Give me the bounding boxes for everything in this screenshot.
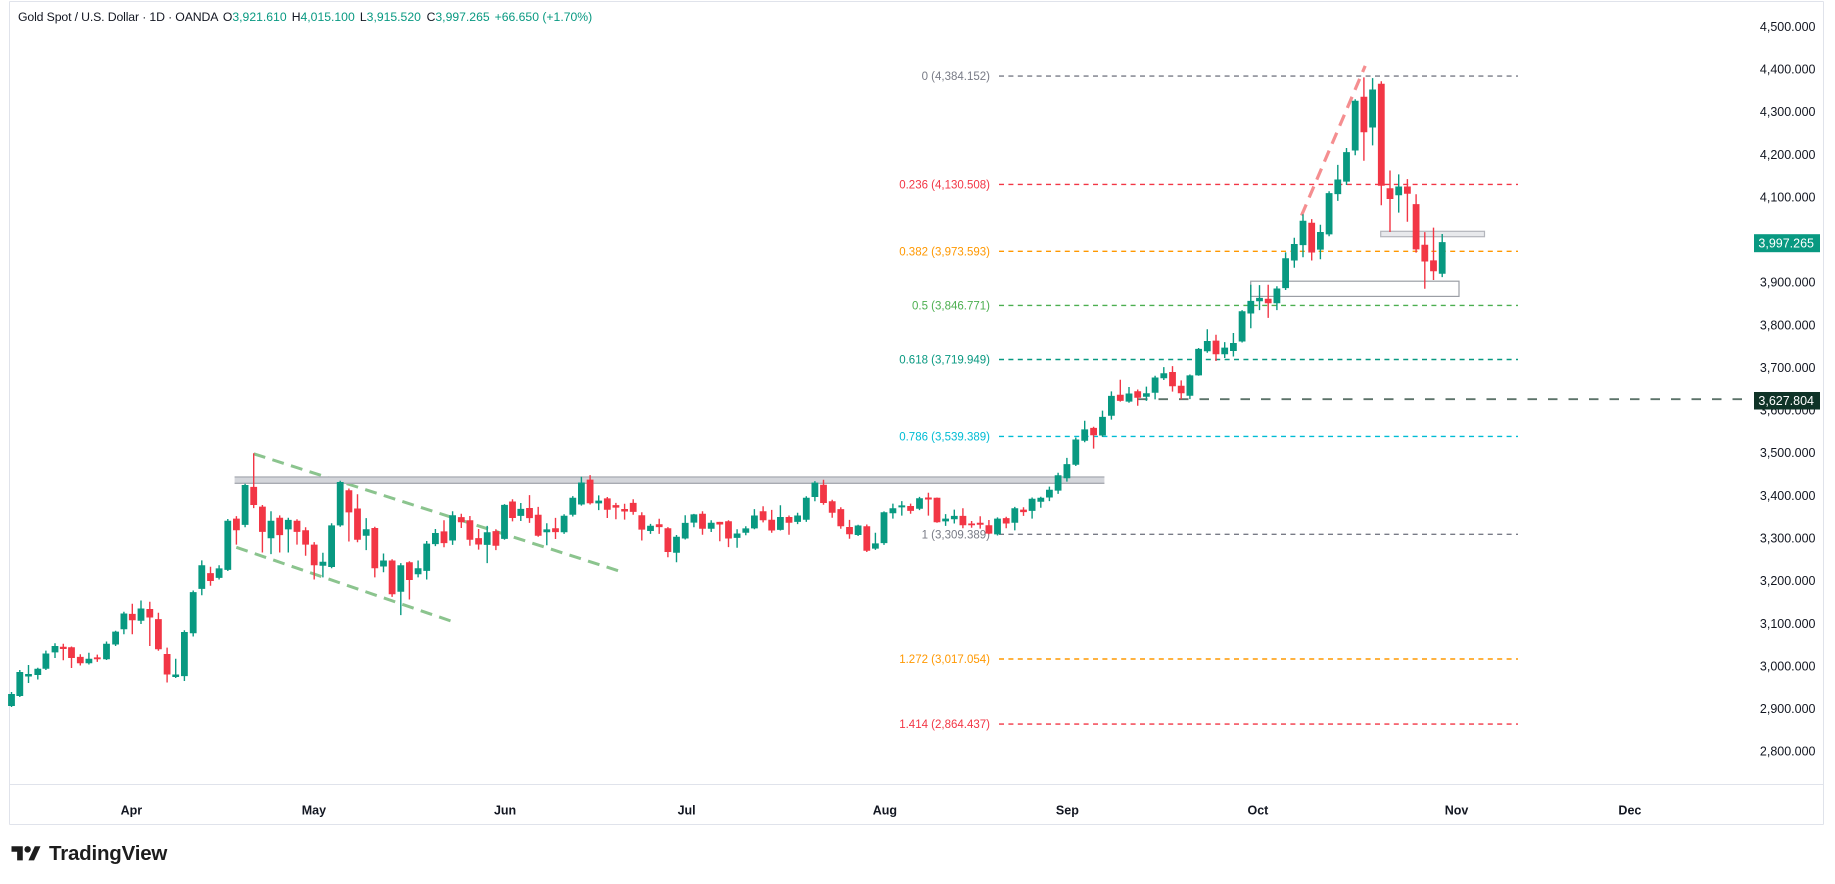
svg-text:C3,997.265: C3,997.265 bbox=[427, 10, 490, 24]
svg-text:2,900.000: 2,900.000 bbox=[1760, 702, 1816, 716]
svg-text:3,997.265: 3,997.265 bbox=[1758, 237, 1814, 251]
svg-text:Dec: Dec bbox=[1618, 804, 1641, 818]
svg-text:0.382 (3,973.593): 0.382 (3,973.593) bbox=[899, 246, 990, 258]
svg-text:Apr: Apr bbox=[121, 804, 143, 818]
svg-text:3,627.804: 3,627.804 bbox=[1758, 394, 1814, 408]
svg-text:3,300.000: 3,300.000 bbox=[1760, 532, 1816, 546]
svg-text:+66.650 (+1.70%): +66.650 (+1.70%) bbox=[495, 10, 593, 24]
svg-text:H4,015.100: H4,015.100 bbox=[292, 10, 355, 24]
svg-text:0.618 (3,719.949): 0.618 (3,719.949) bbox=[899, 355, 990, 367]
svg-text:4,200.000: 4,200.000 bbox=[1760, 148, 1816, 162]
svg-text:4,300.000: 4,300.000 bbox=[1760, 105, 1816, 119]
svg-text:0.786 (3,539.389): 0.786 (3,539.389) bbox=[899, 431, 990, 443]
svg-text:4,100.000: 4,100.000 bbox=[1760, 190, 1816, 204]
svg-text:3,800.000: 3,800.000 bbox=[1760, 318, 1816, 332]
svg-text:Gold Spot / U.S. Dollar · 1D ·: Gold Spot / U.S. Dollar · 1D · OANDA bbox=[18, 10, 219, 24]
svg-text:3,900.000: 3,900.000 bbox=[1760, 276, 1816, 290]
svg-text:Sep: Sep bbox=[1056, 804, 1079, 818]
svg-text:1.414 (2,864.437): 1.414 (2,864.437) bbox=[899, 719, 990, 731]
svg-text:4,500.000: 4,500.000 bbox=[1760, 20, 1816, 34]
svg-text:Jun: Jun bbox=[494, 804, 516, 818]
svg-text:L3,915.520: L3,915.520 bbox=[360, 10, 421, 24]
svg-text:May: May bbox=[302, 804, 326, 818]
svg-text:3,400.000: 3,400.000 bbox=[1760, 489, 1816, 503]
svg-text:4,400.000: 4,400.000 bbox=[1760, 63, 1816, 77]
svg-text:Aug: Aug bbox=[873, 804, 897, 818]
svg-text:3,000.000: 3,000.000 bbox=[1760, 659, 1816, 673]
svg-text:2,800.000: 2,800.000 bbox=[1760, 745, 1816, 759]
svg-text:Jul: Jul bbox=[678, 804, 696, 818]
svg-text:3,200.000: 3,200.000 bbox=[1760, 574, 1816, 588]
svg-text:1.272 (3,017.054): 1.272 (3,017.054) bbox=[899, 654, 990, 666]
svg-text:3,700.000: 3,700.000 bbox=[1760, 361, 1816, 375]
svg-text:3,500.000: 3,500.000 bbox=[1760, 446, 1816, 460]
svg-text:O3,921.610: O3,921.610 bbox=[223, 10, 287, 24]
svg-text:Oct: Oct bbox=[1247, 804, 1269, 818]
svg-text:1 (3,309.389): 1 (3,309.389) bbox=[922, 529, 991, 541]
svg-text:Nov: Nov bbox=[1445, 804, 1469, 818]
svg-text:0.236 (4,130.508): 0.236 (4,130.508) bbox=[899, 179, 990, 191]
svg-text:TradingView: TradingView bbox=[49, 842, 167, 865]
svg-text:0.5 (3,846.771): 0.5 (3,846.771) bbox=[912, 300, 990, 312]
svg-text:0 (4,384.152): 0 (4,384.152) bbox=[922, 71, 991, 83]
svg-text:3,100.000: 3,100.000 bbox=[1760, 617, 1816, 631]
